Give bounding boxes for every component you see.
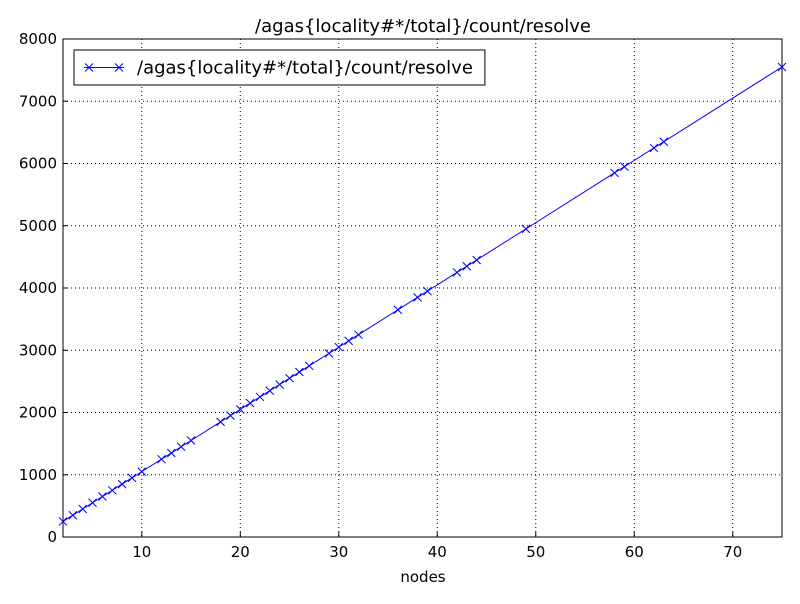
y-tick-label: 8000 — [19, 30, 57, 48]
marker — [423, 286, 432, 296]
y-tick-label: 5000 — [19, 217, 57, 235]
x-tick-label: 10 — [132, 543, 151, 561]
marker — [275, 380, 285, 389]
marker — [98, 492, 107, 501]
marker — [452, 268, 462, 277]
marker — [216, 417, 225, 427]
marker — [620, 162, 629, 171]
y-tick-label: 7000 — [19, 92, 57, 110]
y-tick-label: 3000 — [19, 341, 57, 359]
marker — [344, 336, 353, 346]
y-tick-label: 6000 — [19, 155, 57, 173]
marker — [324, 349, 334, 358]
marker — [265, 386, 275, 396]
marker — [354, 330, 363, 340]
legend-marker — [114, 63, 124, 72]
legend-label: /agas{locality#*/total}/count/resolve — [137, 58, 473, 79]
marker — [295, 367, 304, 377]
marker — [285, 373, 294, 383]
marker — [176, 442, 186, 452]
marker — [107, 485, 117, 495]
marker — [245, 398, 255, 408]
x-tick-label: 30 — [329, 543, 348, 561]
marker — [117, 479, 127, 489]
plot-frame — [62, 38, 783, 538]
marker — [472, 255, 482, 265]
marker — [393, 305, 403, 315]
marker — [255, 392, 265, 402]
y-tick-label: 4000 — [19, 279, 57, 297]
marker — [68, 510, 78, 520]
legend-box — [73, 49, 486, 86]
y-tick-label: 0 — [47, 528, 57, 546]
x-axis-label: nodes — [400, 568, 445, 586]
x-tick-label: 50 — [526, 543, 545, 561]
marker — [304, 361, 314, 371]
marker — [649, 143, 659, 153]
marker — [610, 168, 619, 178]
y-tick-label: 1000 — [19, 466, 57, 484]
marker — [78, 504, 88, 514]
marker — [137, 467, 147, 476]
marker — [413, 292, 422, 302]
marker — [58, 517, 68, 526]
x-tick-label: 70 — [723, 543, 742, 561]
marker — [521, 224, 531, 234]
marker — [226, 411, 235, 420]
x-tick-label: 40 — [428, 543, 447, 561]
marker — [777, 62, 787, 72]
y-tick-label: 2000 — [19, 404, 57, 422]
marker — [334, 342, 344, 352]
marker — [186, 436, 196, 445]
marker — [235, 405, 245, 414]
marker — [157, 454, 166, 464]
marker — [659, 137, 669, 147]
x-tick-label: 60 — [625, 543, 644, 561]
marker — [462, 261, 472, 271]
chart-title: /agas{locality#*/total}/count/resolve — [255, 16, 591, 37]
legend-marker — [84, 63, 94, 72]
x-tick-label: 20 — [231, 543, 250, 561]
marker — [88, 498, 97, 508]
marker — [127, 473, 137, 483]
marker — [166, 448, 176, 458]
